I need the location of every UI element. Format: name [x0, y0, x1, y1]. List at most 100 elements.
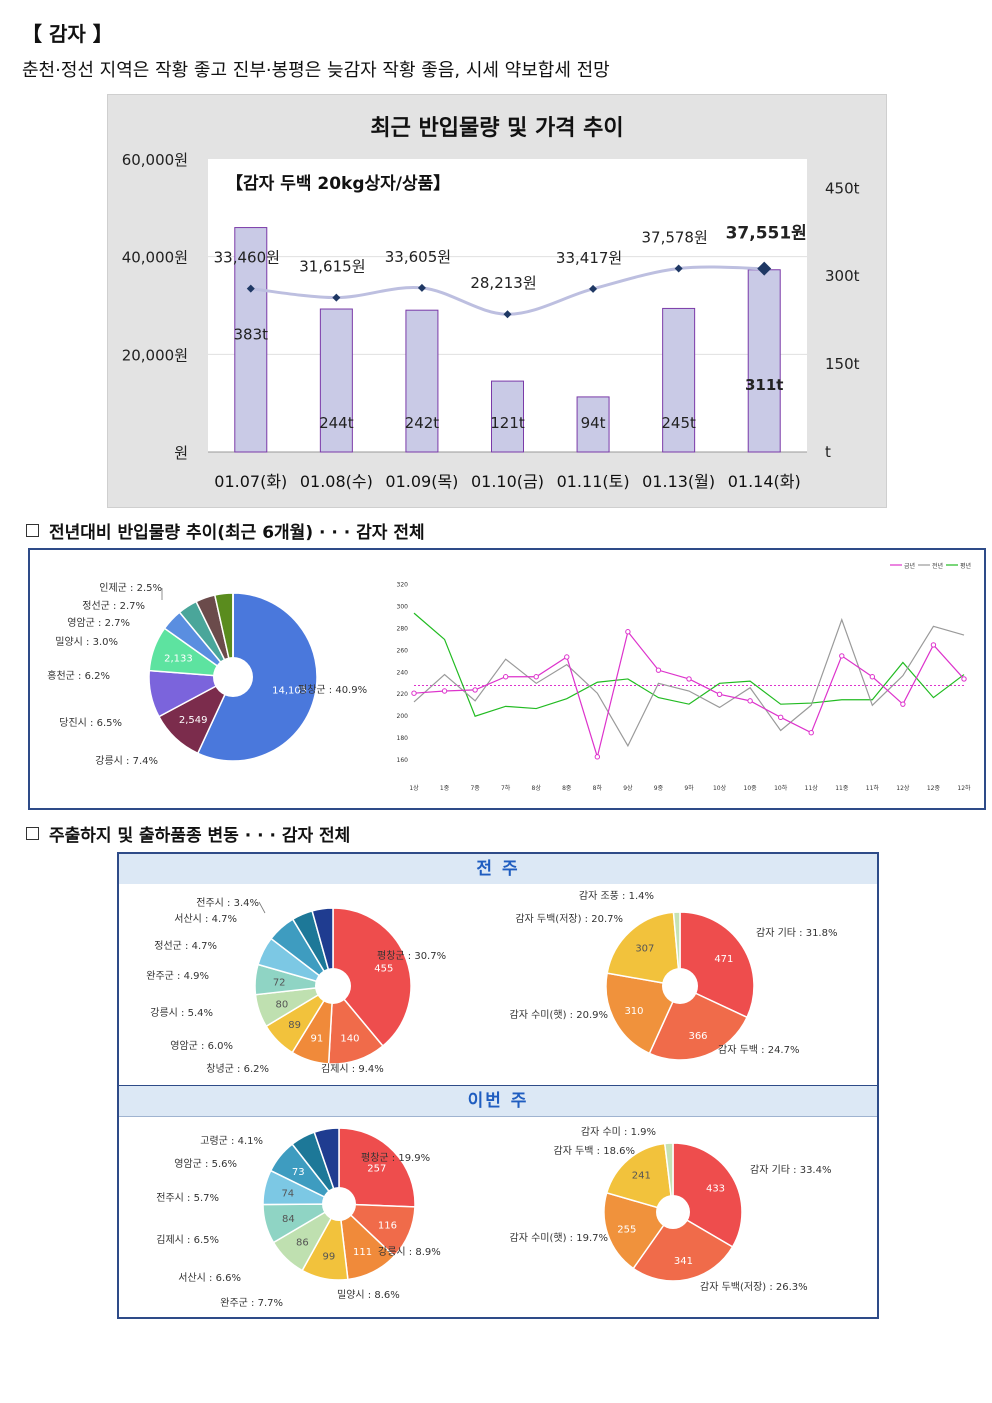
volume-bar — [662, 307, 696, 453]
y-left-tick-label: 40,000원 — [122, 249, 188, 267]
trend-y-tick-label: 320 — [397, 581, 409, 588]
this-week-variety-pie-value-label: 255 — [617, 1224, 636, 1235]
trend-y-tick-label: 200 — [397, 713, 409, 720]
price-point — [503, 310, 512, 319]
trend-series-marker — [930, 642, 937, 648]
last-week-variety-pie-slice — [606, 911, 681, 987]
trend-series-marker — [747, 698, 753, 704]
volume-bar-label: 242t — [405, 414, 440, 432]
this-week-origin-pie-value-label: 257 — [367, 1164, 386, 1175]
this-week-variety-pie-slice — [605, 1142, 674, 1214]
this-week-origin-pie-label: 평창군 : 19.9% — [361, 1152, 430, 1164]
price-point — [246, 284, 255, 293]
price-point — [417, 283, 426, 292]
y-right-tick-label: 300t — [825, 267, 860, 285]
last-week-variety-pie-value-label: 366 — [688, 1031, 707, 1042]
last-week-origin-pie-label: 평창군 : 30.7% — [377, 950, 446, 962]
last-week-origin-pie-value-label: 80 — [275, 999, 288, 1010]
trend-x-tick-label: 11상 — [805, 784, 819, 792]
trend-legend-label: 전년 — [932, 562, 943, 570]
this-week-origin-pie-label: 밀양시 : 8.6% — [337, 1289, 400, 1301]
this-week-origin-pie-value-label: 99 — [323, 1252, 336, 1263]
this-week-origin-pie-label: 영암군 : 5.6% — [174, 1158, 237, 1170]
last-week-variety-pie-slice — [672, 911, 681, 987]
y-left-tick-label: 원 — [174, 444, 188, 462]
trend-series-marker — [564, 654, 570, 660]
this-week-variety-pie-slice — [632, 1211, 734, 1282]
price-label: 33,605원 — [385, 248, 451, 266]
trend-y-tick-label: 180 — [397, 735, 409, 742]
last-week-origin-pie-slice — [332, 907, 412, 1048]
trend-x-tick-label: 8중 — [562, 785, 572, 792]
trend-y-tick-label: 300 — [397, 603, 409, 610]
price-label: 37,551원 — [726, 224, 807, 244]
trend-x-tick-label: 7중 — [470, 785, 480, 792]
y-right-tick-label: 150t — [825, 355, 860, 373]
last-week-variety-pie-label: 감자 수미(햇) : 20.9% — [510, 1009, 608, 1021]
last-week-variety-pie-slice — [648, 984, 749, 1061]
trend-series-marker — [869, 674, 876, 680]
this-week-origin-pie-label: 고령군 : 4.1% — [200, 1135, 263, 1147]
trend-x-tick-label: 1상 — [409, 784, 419, 792]
section-description: 춘천·정선 지역은 작황 좋고 진부·봉평은 늦감자 작황 좋음, 시세 약보합… — [22, 60, 610, 81]
origin-change-heading-text: 주출하지 및 출하품종 변동 · · · 감자 전체 — [49, 826, 351, 846]
trend-y-tick-label: 280 — [397, 625, 409, 632]
last-week-variety-pie-label: 감자 두백 : 24.7% — [718, 1044, 799, 1056]
volume-bar-label: 244t — [319, 414, 354, 432]
this-week-variety-pie-label: 감자 수미(햇) : 19.7% — [510, 1232, 608, 1244]
this-week-origin-pie-value-label: 86 — [296, 1238, 309, 1249]
last-week-variety-pie-value-label: 307 — [635, 944, 654, 955]
section-title: 【 감자 】 — [22, 22, 113, 46]
trend-series-marker — [472, 687, 478, 693]
last-week-origin-pie-value-label: 140 — [340, 1033, 359, 1044]
price-volume-chart: 최근 반입물량 및 가격 추이 【감자 두백 20kg상자/상품】 60,000원 4… — [122, 116, 860, 491]
x-tick-label: 01.10(금) — [471, 472, 544, 491]
last-week-origin-pie-value-label: 89 — [288, 1020, 301, 1031]
trend-x-tick-label: 12상 — [896, 784, 910, 792]
last-week-origin-pie-label: 완주군 : 4.9% — [146, 970, 209, 982]
price-label: 33,417원 — [556, 249, 622, 267]
trend-x-tick-label: 10상 — [713, 784, 727, 792]
checkbox-icon — [26, 524, 39, 537]
trend-series-marker — [594, 754, 601, 760]
volume-bar — [576, 396, 610, 453]
last-week-variety-pie-slice — [605, 972, 682, 1055]
trend-x-tick-label: 10중 — [744, 785, 758, 792]
x-tick-label: 01.08(수) — [300, 472, 373, 491]
last-week-origin-pie-value-label: 72 — [273, 977, 286, 988]
chart-subtitle: 【감자 두백 20kg상자/상품】 — [226, 173, 450, 194]
this-week-variety-pie-label: 감자 두백 : 18.6% — [554, 1145, 635, 1157]
this-week-origin-pie-label: 강릉시 : 8.9% — [378, 1246, 441, 1258]
trend-series-marker — [502, 674, 509, 680]
trend-x-tick-label: 11중 — [835, 785, 849, 792]
last-week-origin-pie-leader — [258, 901, 266, 914]
six-month-heading: 전년대비 반입물량 추이(최근 6개월) · · · 감자 전체 — [26, 518, 425, 543]
this-week-band: 이번 주 — [119, 1085, 877, 1117]
trend-legend-label: 평년 — [960, 562, 971, 570]
volume-bar-label: 121t — [490, 414, 525, 432]
trend-y-tick-label: 240 — [397, 669, 409, 676]
x-tick-label: 01.14(화) — [728, 472, 801, 491]
y-left-tick-label: 60,000원 — [122, 151, 188, 169]
last-week-origin-pie-label: 김제시 : 9.4% — [321, 1063, 384, 1075]
last-week-variety-pie-hole — [662, 968, 698, 1004]
trend-series-marker — [441, 688, 448, 694]
this-week-origin-pie-label: 서산시 : 6.6% — [178, 1272, 241, 1284]
price-point — [757, 261, 772, 276]
six-month-heading-text: 전년대비 반입물량 추이(최근 6개월) · · · 감자 전체 — [49, 523, 425, 543]
last-week-variety-pie-label: 감자 기타 : 31.8% — [756, 927, 837, 939]
origin-pie-hole — [213, 657, 253, 697]
this-week-variety-pie-slice — [603, 1191, 675, 1270]
this-week-variety-pie-label: 감자 기타 : 33.4% — [750, 1164, 831, 1176]
volume-bar-label: 383t — [234, 326, 269, 344]
trend-y-tick-label: 260 — [397, 647, 409, 654]
this-week-origin-pie-label: 완주군 : 7.7% — [220, 1297, 283, 1309]
this-week-variety-pie-slice — [663, 1142, 674, 1213]
origin-pie-label: 영암군 : 2.7% — [67, 617, 130, 629]
this-week-origin-pie-slice — [313, 1127, 340, 1205]
trend-x-tick-label: 12중 — [927, 785, 941, 792]
trend-series-marker — [961, 676, 967, 682]
trend-y-tick-label: 220 — [397, 691, 409, 698]
trend-series-line — [413, 630, 965, 760]
origin-pie-value-label: 2,549 — [179, 715, 208, 726]
